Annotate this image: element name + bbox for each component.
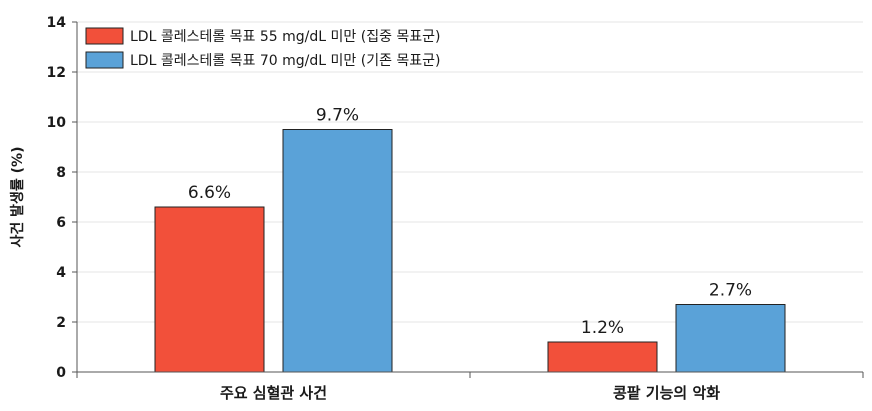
data-label: 1.2% [581, 318, 624, 338]
y-tick-label: 2 [56, 315, 66, 331]
data-label: 9.7% [316, 106, 359, 126]
bar-series-2-category-1 [282, 129, 393, 373]
y-tick-label: 10 [47, 115, 67, 131]
y-tick-label: 0 [56, 365, 66, 381]
x-axis-categories: 주요 심혈관 사건 콩팥 기능의 악화 [220, 384, 720, 402]
legend-label: LDL 콜레스테롤 목표 70 mg/dL 미만 (기존 목표군) [130, 53, 441, 69]
y-tick-label: 8 [56, 165, 66, 181]
bars [154, 129, 786, 373]
y-tick-label: 12 [47, 65, 66, 81]
legend-swatch [85, 27, 124, 45]
bar-series-1-category-1 [154, 206, 265, 373]
y-tick-label: 4 [56, 265, 66, 281]
bar-series-1-category-2 [547, 341, 658, 373]
legend-swatch [85, 51, 124, 69]
legend-label: LDL 콜레스테롤 목표 55 mg/dL 미만 (집중 목표군) [130, 29, 441, 45]
data-label: 2.7% [709, 281, 752, 301]
bar-series-2-category-2 [675, 304, 786, 373]
y-tick-label: 6 [56, 215, 66, 231]
y-axis-title: 사건 발생률 (%) [9, 147, 26, 248]
data-label: 6.6% [188, 183, 231, 203]
axes [76, 22, 864, 378]
legend: LDL 콜레스테롤 목표 55 mg/dL 미만 (집중 목표군) LDL 콜레스… [85, 27, 441, 69]
data-labels: 6.6% 9.7% 1.2% 2.7% [188, 106, 752, 339]
y-axis-ticks: 0 2 4 6 8 10 12 14 [47, 15, 77, 381]
x-category-label: 콩팥 기능의 악화 [613, 384, 720, 402]
y-tick-label: 14 [47, 15, 67, 31]
x-category-label: 주요 심혈관 사건 [220, 384, 327, 402]
